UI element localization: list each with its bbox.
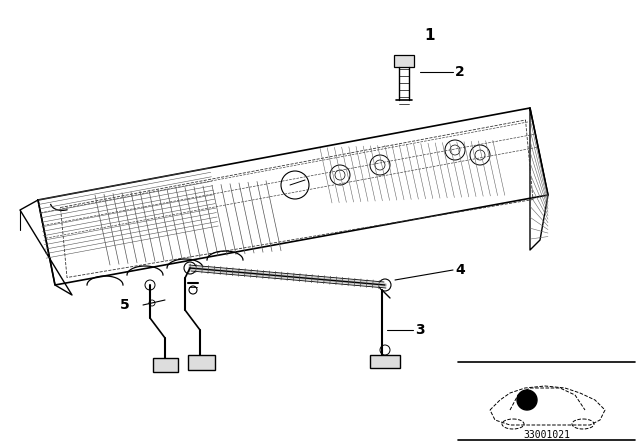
Text: 5: 5	[120, 298, 130, 312]
Text: 1: 1	[425, 28, 435, 43]
Polygon shape	[153, 358, 178, 372]
Text: 3: 3	[415, 323, 424, 337]
Polygon shape	[394, 55, 414, 67]
Text: 33001021: 33001021	[524, 430, 570, 440]
Text: 4: 4	[455, 263, 465, 277]
Polygon shape	[188, 355, 215, 370]
Circle shape	[517, 390, 537, 410]
Polygon shape	[370, 355, 400, 368]
Text: 2: 2	[455, 65, 465, 79]
